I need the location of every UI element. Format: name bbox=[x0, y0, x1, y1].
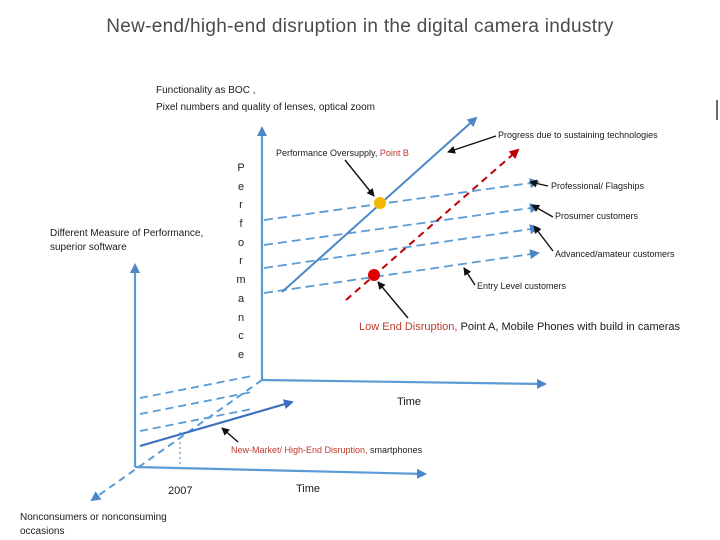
point-b bbox=[374, 197, 386, 209]
perf-letter: m bbox=[236, 274, 246, 287]
time-upper-label: Time bbox=[397, 396, 422, 408]
advanced-trajectory bbox=[263, 224, 540, 269]
callout-advanced bbox=[533, 225, 554, 252]
low-end-suffix: Point A, Mobile Phones with build in cam… bbox=[457, 321, 681, 333]
perf-letter: r bbox=[239, 199, 243, 212]
lower-dashed-line-1 bbox=[139, 375, 253, 399]
new-market-line bbox=[139, 399, 294, 448]
low-end-disruption-label: Low End Disruption, Point A, Mobile Phon… bbox=[359, 320, 680, 334]
perf-letter: n bbox=[237, 311, 245, 324]
low-end-prefix: Low End Disruption, bbox=[359, 321, 458, 333]
lower-time-axis bbox=[134, 465, 427, 479]
professional-label: Professional/ Flagships bbox=[551, 181, 645, 191]
point-a bbox=[368, 269, 380, 281]
functionality-label-line1: Functionality as BOC , bbox=[156, 85, 256, 96]
perf-letter: c bbox=[238, 330, 244, 343]
prosumer-label: Prosumer customers bbox=[555, 211, 639, 221]
entry-label: Entry Level customers bbox=[477, 281, 567, 291]
lower-dashed-line-3 bbox=[139, 408, 253, 432]
perf-letter: f bbox=[239, 218, 243, 231]
callout-point-a bbox=[377, 281, 409, 319]
entry-trajectory bbox=[263, 249, 540, 294]
perf-letter: o bbox=[237, 236, 245, 249]
perf-letter: r bbox=[239, 255, 243, 268]
performance-axis-label: P e r f o r m a n c e bbox=[234, 162, 248, 368]
new-market-label: New-Market/ High-End Disruption, smartph… bbox=[231, 443, 422, 457]
nonconsumers-label-line1: Nonconsumers or nonconsuming bbox=[20, 512, 167, 523]
upper-time-axis bbox=[261, 378, 547, 389]
advanced-label: Advanced/amateur customers bbox=[555, 249, 675, 259]
callout-prosumer bbox=[531, 204, 554, 218]
connector-axis-to-nonconsumers bbox=[90, 379, 263, 502]
perf-letter: e bbox=[237, 348, 245, 361]
perf-letter: P bbox=[237, 162, 245, 174]
slide-title: New-end/high-end disruption in the digit… bbox=[106, 16, 614, 37]
callout-entry bbox=[463, 267, 476, 286]
callout-progress bbox=[447, 135, 497, 154]
different-measure-line2: superior software bbox=[50, 242, 127, 253]
time-lower-label: Time bbox=[296, 483, 321, 495]
perf-letter: e bbox=[237, 180, 245, 193]
callout-professional bbox=[529, 179, 549, 188]
point-b-label: Performance Oversupply, Point B bbox=[276, 146, 409, 160]
point-b-suffix: Point B bbox=[379, 148, 409, 158]
perf-letter: a bbox=[237, 292, 245, 305]
edge-marker bbox=[716, 100, 718, 120]
new-market-suffix: smartphones bbox=[367, 445, 423, 455]
nonconsumers-label-line2: occasions bbox=[20, 526, 65, 537]
progress-label: Progress due to sustaining technologies bbox=[498, 130, 658, 140]
different-measure-line1: Different Measure of Performance, bbox=[50, 228, 204, 239]
lower-dashed-line-2 bbox=[139, 391, 253, 415]
callout-point-b bbox=[344, 159, 375, 197]
functionality-label-line2: Pixel numbers and quality of lenses, opt… bbox=[156, 102, 376, 113]
professional-trajectory bbox=[263, 178, 540, 221]
callout-new-market bbox=[221, 427, 239, 443]
prosumer-trajectory bbox=[263, 203, 540, 246]
new-market-prefix: New-Market/ High-End Disruption, bbox=[231, 445, 368, 455]
point-b-prefix: Performance Oversupply, bbox=[276, 148, 380, 158]
year-label: 2007 bbox=[168, 485, 193, 497]
